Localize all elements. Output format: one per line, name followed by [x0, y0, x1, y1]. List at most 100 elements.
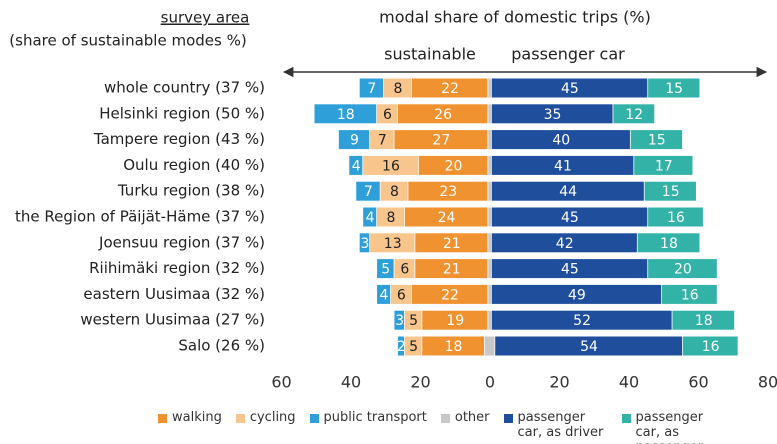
bar-segment [488, 78, 491, 98]
data-label: 16 [667, 210, 685, 226]
bar-segment [394, 130, 488, 150]
left-label: sustainable [384, 45, 476, 64]
data-label: 7 [367, 81, 376, 97]
category-label: Oulu region (40 %) [123, 156, 265, 174]
bar-segment [356, 181, 380, 201]
data-label: 22 [441, 81, 459, 97]
data-label: 6 [397, 287, 406, 303]
legend-swatch [503, 414, 513, 423]
bar-segment [630, 130, 683, 150]
data-label: 8 [387, 210, 396, 226]
bar-segment [408, 181, 488, 201]
bar-segment [634, 155, 693, 175]
bar-segment [488, 233, 491, 253]
x-tick-label: 20 [549, 373, 569, 392]
data-label: 42 [556, 236, 574, 252]
row-header: survey area [161, 9, 250, 27]
bar-segment [491, 78, 648, 98]
data-label: 21 [443, 262, 461, 278]
chart: survey area (share of sustainable modes … [9, 8, 777, 392]
bar-segment [491, 181, 644, 201]
data-label: 16 [382, 158, 400, 174]
bar-segment [491, 259, 648, 279]
bar-segment [338, 130, 370, 150]
data-label: 12 [625, 107, 643, 123]
category-label: western Uusimaa (27 %) [80, 311, 265, 329]
bar-segment [422, 336, 484, 356]
bar-segment [495, 336, 683, 356]
chart-title: modal share of domestic trips (%) [379, 8, 651, 27]
data-label: 26 [434, 107, 452, 123]
data-label: 8 [393, 81, 402, 97]
bar-segment [491, 233, 637, 253]
data-label: 22 [441, 287, 459, 303]
data-label: 3 [395, 313, 404, 329]
bar-segment [491, 130, 630, 150]
bar-segment [411, 284, 488, 304]
legend-item: other [440, 410, 490, 444]
legend-swatch [621, 414, 631, 423]
data-label: 18 [695, 313, 713, 329]
data-label: 7 [378, 133, 387, 149]
data-label: 16 [681, 287, 699, 303]
legend-item: cycling [235, 410, 296, 444]
data-label: 45 [561, 210, 579, 226]
bar-segment [404, 310, 422, 330]
data-label: 18 [660, 236, 678, 252]
data-label: 45 [561, 262, 579, 278]
data-label: 8 [390, 184, 399, 200]
data-label: 5 [381, 262, 390, 278]
data-label: 20 [674, 262, 692, 278]
bar-segment [682, 336, 738, 356]
bar-segment [377, 104, 398, 124]
bar-segment [377, 207, 405, 227]
category-label: Tampere region (43 %) [93, 130, 265, 148]
data-label: 35 [544, 107, 562, 123]
bar-segment [491, 155, 634, 175]
data-label: 24 [438, 210, 456, 226]
category-label: eastern Uusimaa (32 %) [83, 285, 265, 303]
bar-segment [415, 233, 488, 253]
bar-segment [488, 181, 491, 201]
legend-swatch [235, 414, 245, 423]
bar-segment [363, 207, 377, 227]
bar-segment [648, 78, 700, 98]
data-label: 15 [665, 81, 683, 97]
category-label: the Region of Päijät-Häme (37 %) [15, 208, 265, 226]
category-label: whole country (37 %) [104, 79, 265, 97]
category-label: Helsinki region (50 %) [99, 104, 265, 122]
bar-segment [390, 284, 412, 304]
x-tick-label: 60 [688, 373, 708, 392]
bar-segment [488, 130, 491, 150]
bar-segment [377, 259, 394, 279]
data-label: 45 [561, 81, 579, 97]
data-label: 54 [580, 339, 598, 355]
data-label: 6 [383, 107, 392, 123]
bar-segment [488, 310, 491, 330]
category-label: Salo (26 %) [178, 337, 265, 355]
data-label: 19 [446, 313, 464, 329]
bar-segment [662, 284, 717, 304]
data-label: 23 [439, 184, 457, 200]
legend-swatch [158, 414, 167, 423]
row-subheader: (share of sustainable modes %) [9, 32, 246, 50]
bar-segment [418, 155, 488, 175]
bar-segment [488, 284, 491, 304]
bar-segment [397, 336, 405, 356]
x-tick-label: 0 [485, 373, 495, 392]
data-label: 18 [445, 339, 463, 355]
bar-segment [415, 259, 488, 279]
bar-segment [491, 310, 672, 330]
x-tick-label: 60 [271, 373, 291, 392]
legend-swatch [309, 414, 319, 423]
bar-segment [363, 155, 418, 175]
legend: walking cycling public transport other passe… [158, 410, 726, 444]
bar-segment [637, 233, 700, 253]
data-label: 4 [352, 158, 361, 174]
data-label: 16 [702, 339, 720, 355]
legend-item: walking [158, 410, 222, 444]
legend-item: passenger car, as driver [503, 410, 608, 444]
data-label: 2 [397, 339, 406, 355]
bar-segment [488, 207, 491, 227]
